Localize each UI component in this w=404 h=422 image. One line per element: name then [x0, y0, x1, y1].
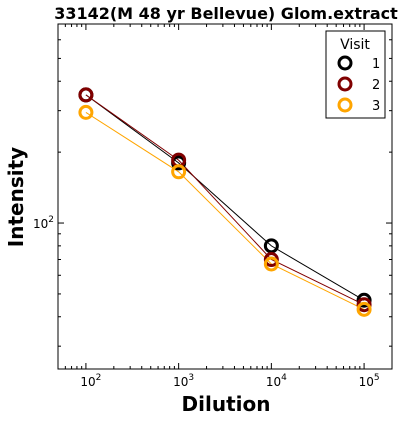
legend-title: Visit: [340, 37, 370, 53]
legend-label: 2: [372, 78, 380, 93]
x-tick-label: 105: [359, 373, 380, 389]
x-tick-label: 103: [173, 373, 194, 389]
data-point-series-3: [78, 104, 94, 120]
data-point-series-3: [356, 301, 372, 317]
data-point-series-2: [78, 87, 94, 103]
data-point-series-1: [263, 238, 279, 254]
legend-marker-3: [337, 97, 353, 113]
y-axis-label: Intensity: [4, 147, 28, 247]
chart-title: 33142(M 48 yr Bellevue) Glom.extract: [54, 4, 398, 23]
y-tick-label: 102: [33, 215, 54, 231]
legend-label: 3: [372, 99, 380, 114]
axis-ticks: 102 103 104 105 102: [33, 24, 392, 389]
series-line-2: [85, 94, 365, 306]
legend-label: 1: [372, 57, 380, 72]
data-point-series-3: [171, 164, 187, 180]
series-line-1: [85, 94, 365, 301]
legend-marker-2: [337, 76, 353, 92]
x-tick-label: 102: [80, 373, 101, 389]
data-point-series-2: [356, 297, 372, 313]
legend-entries: 1 2 3: [337, 55, 380, 114]
legend: Visit 1 2 3: [325, 30, 386, 119]
x-tick-label: 104: [266, 373, 287, 389]
legend-box: [325, 30, 386, 119]
x-axis-label: Dilution: [182, 392, 271, 416]
series-line-3: [85, 111, 365, 310]
series-layer: [78, 87, 372, 317]
legend-marker-1: [337, 55, 353, 71]
data-point-series-3: [263, 256, 279, 272]
